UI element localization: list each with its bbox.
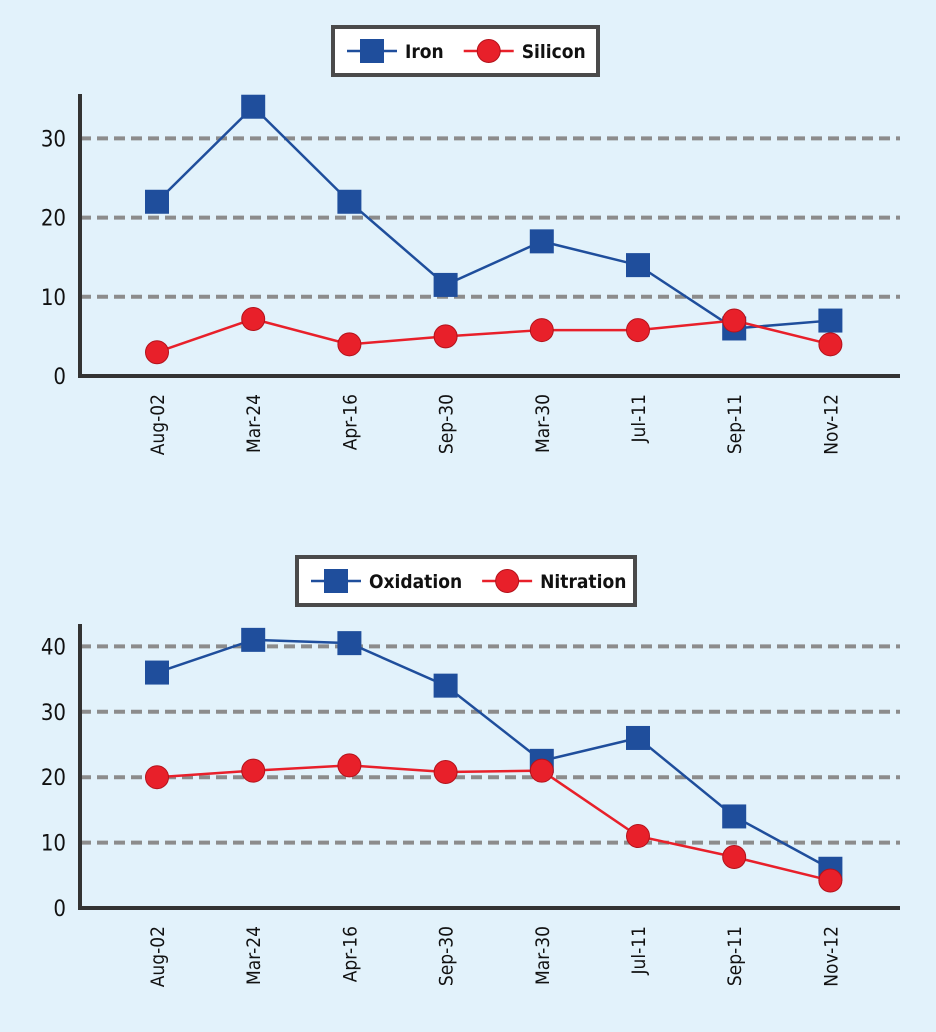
y-tick-labels: 0 10 20 30 40 bbox=[41, 635, 66, 922]
series-oxidation bbox=[145, 627, 843, 881]
data-point-nitration bbox=[337, 753, 362, 778]
data-point-oxidation bbox=[626, 725, 650, 750]
x-tick-label-sep-11: Sep-11 bbox=[724, 926, 746, 986]
y-tick-label-10: 10 bbox=[41, 286, 66, 311]
data-point-iron bbox=[145, 189, 169, 214]
series-silicon bbox=[145, 306, 843, 365]
data-point-silicon bbox=[722, 308, 747, 333]
data-point-silicon bbox=[145, 340, 169, 365]
x-tick-label-sep-30: Sep-30 bbox=[436, 926, 458, 986]
data-point-silicon bbox=[241, 306, 266, 331]
chart-oxidation-nitration: 0 10 20 30 40 Aug-02 Mar-24 Apr-16 Sep-30 Mar-30 J… bbox=[41, 555, 900, 987]
data-point-oxidation bbox=[145, 660, 169, 685]
x-tick-labels: Aug-02 Mar-24 Apr-16 Sep-30 Mar-30 Jul-11 Sep-… bbox=[147, 394, 842, 455]
y-tick-label-20: 20 bbox=[41, 207, 66, 232]
legend-marker-nitration bbox=[495, 569, 520, 593]
data-point-iron bbox=[241, 94, 266, 119]
legend-box bbox=[295, 555, 637, 607]
chart-iron-silicon: 0 10 20 30 Aug-02 Mar-24 Apr-16 Sep-30 Mar-30 Jul… bbox=[41, 25, 900, 455]
y-tick-label-0: 0 bbox=[53, 365, 66, 390]
data-point-oxidation bbox=[722, 804, 747, 829]
series-line-nitration bbox=[156, 764, 831, 882]
data-point-nitration bbox=[145, 765, 169, 790]
x-tick-label-sep-30: Sep-30 bbox=[436, 394, 458, 454]
legend-label-silicon: Silicon bbox=[522, 41, 586, 63]
data-point-oxidation bbox=[241, 627, 266, 652]
x-tick-label-aug-02: Aug-02 bbox=[147, 926, 169, 987]
data-point-nitration bbox=[722, 844, 747, 869]
data-point-oxidation bbox=[337, 631, 362, 656]
x-tick-labels: Aug-02 Mar-24 Apr-16 Sep-30 Mar-30 Jul-11 Sep-… bbox=[147, 926, 842, 987]
legend-marker-silicon bbox=[476, 39, 501, 63]
x-tick-label-jul-11: Jul-11 bbox=[628, 926, 650, 976]
series-nitration bbox=[145, 753, 843, 893]
legend-label-oxidation: Oxidation bbox=[369, 571, 462, 593]
x-tick-label-mar-24: Mar-24 bbox=[243, 926, 265, 985]
x-tick-label-mar-30: Mar-30 bbox=[532, 926, 554, 985]
data-point-iron bbox=[433, 272, 458, 297]
x-tick-label-mar-30: Mar-30 bbox=[532, 394, 554, 453]
data-point-nitration bbox=[626, 824, 650, 849]
data-point-nitration bbox=[433, 759, 458, 784]
y-tick-label-30: 30 bbox=[41, 127, 66, 152]
series-line-iron bbox=[156, 104, 831, 330]
legend-label-nitration: Nitration bbox=[540, 571, 626, 593]
data-point-silicon bbox=[818, 332, 843, 357]
series-line-silicon bbox=[156, 317, 831, 354]
x-tick-label-jul-11: Jul-11 bbox=[628, 394, 650, 444]
series-line-oxidation bbox=[156, 638, 831, 870]
x-tick-label-mar-24: Mar-24 bbox=[243, 394, 265, 453]
gridlines bbox=[80, 644, 900, 845]
x-tick-label-apr-16: Apr-16 bbox=[339, 394, 361, 450]
y-tick-labels: 0 10 20 30 bbox=[41, 127, 66, 390]
legend-label-iron: Iron bbox=[405, 41, 444, 63]
data-point-nitration bbox=[529, 758, 554, 783]
y-tick-label-20: 20 bbox=[41, 766, 66, 791]
data-point-silicon bbox=[337, 332, 362, 357]
legend: Oxidation Nitration bbox=[295, 555, 637, 607]
data-point-oxidation bbox=[433, 673, 458, 698]
data-point-iron bbox=[529, 229, 554, 254]
x-tick-label-nov-12: Nov-12 bbox=[820, 926, 842, 987]
legend-marker-oxidation bbox=[324, 569, 348, 593]
x-tick-label-sep-11: Sep-11 bbox=[724, 394, 746, 454]
y-tick-label-40: 40 bbox=[41, 635, 66, 660]
y-tick-label-30: 30 bbox=[41, 701, 66, 726]
data-point-nitration bbox=[818, 868, 843, 893]
x-tick-label-aug-02: Aug-02 bbox=[147, 394, 169, 455]
data-point-iron bbox=[818, 308, 843, 333]
data-point-nitration bbox=[241, 758, 266, 783]
x-tick-label-nov-12: Nov-12 bbox=[820, 394, 842, 455]
data-point-silicon bbox=[626, 318, 650, 343]
data-point-silicon bbox=[433, 324, 458, 349]
data-point-iron bbox=[626, 253, 650, 278]
legend-marker-iron bbox=[360, 39, 384, 63]
y-tick-label-10: 10 bbox=[41, 832, 66, 857]
legend: Iron Silicon bbox=[331, 25, 600, 77]
data-point-iron bbox=[337, 189, 362, 214]
data-point-silicon bbox=[529, 318, 554, 343]
x-tick-label-apr-16: Apr-16 bbox=[339, 926, 361, 982]
gridlines bbox=[80, 136, 900, 299]
y-tick-label-0: 0 bbox=[53, 897, 66, 922]
